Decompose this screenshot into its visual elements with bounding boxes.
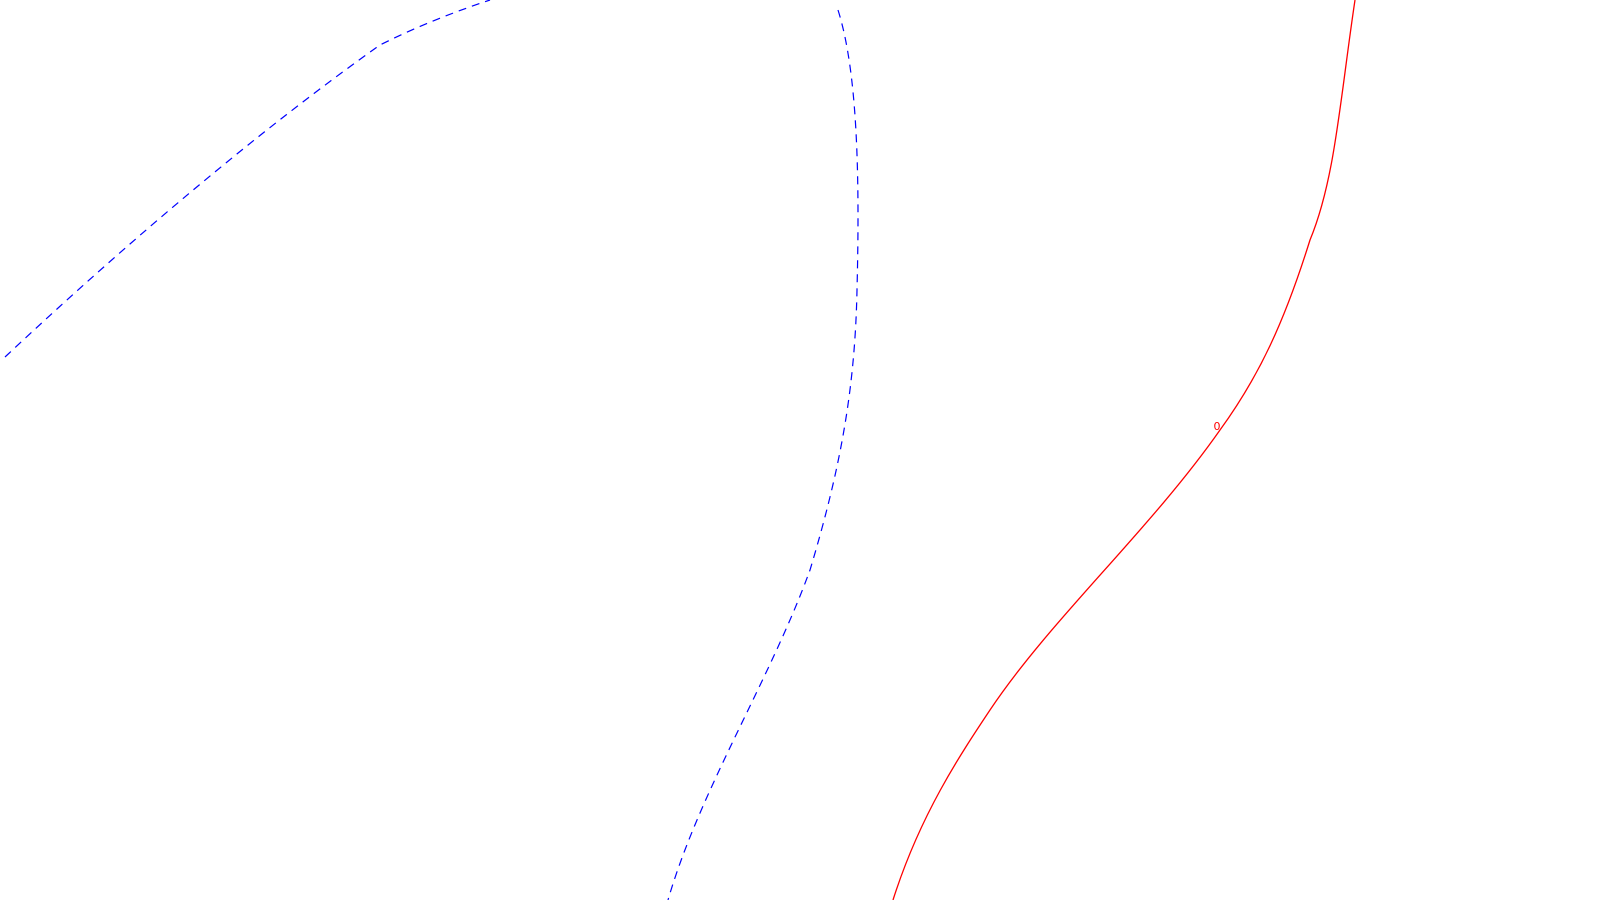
contour-line-blue-dashed-center (667, 9, 859, 900)
contour-level-label: 0 (1214, 420, 1221, 433)
contour-line-red-solid-right (892, 0, 1356, 900)
contour-line-blue-dashed-upper-left (4, 0, 491, 358)
